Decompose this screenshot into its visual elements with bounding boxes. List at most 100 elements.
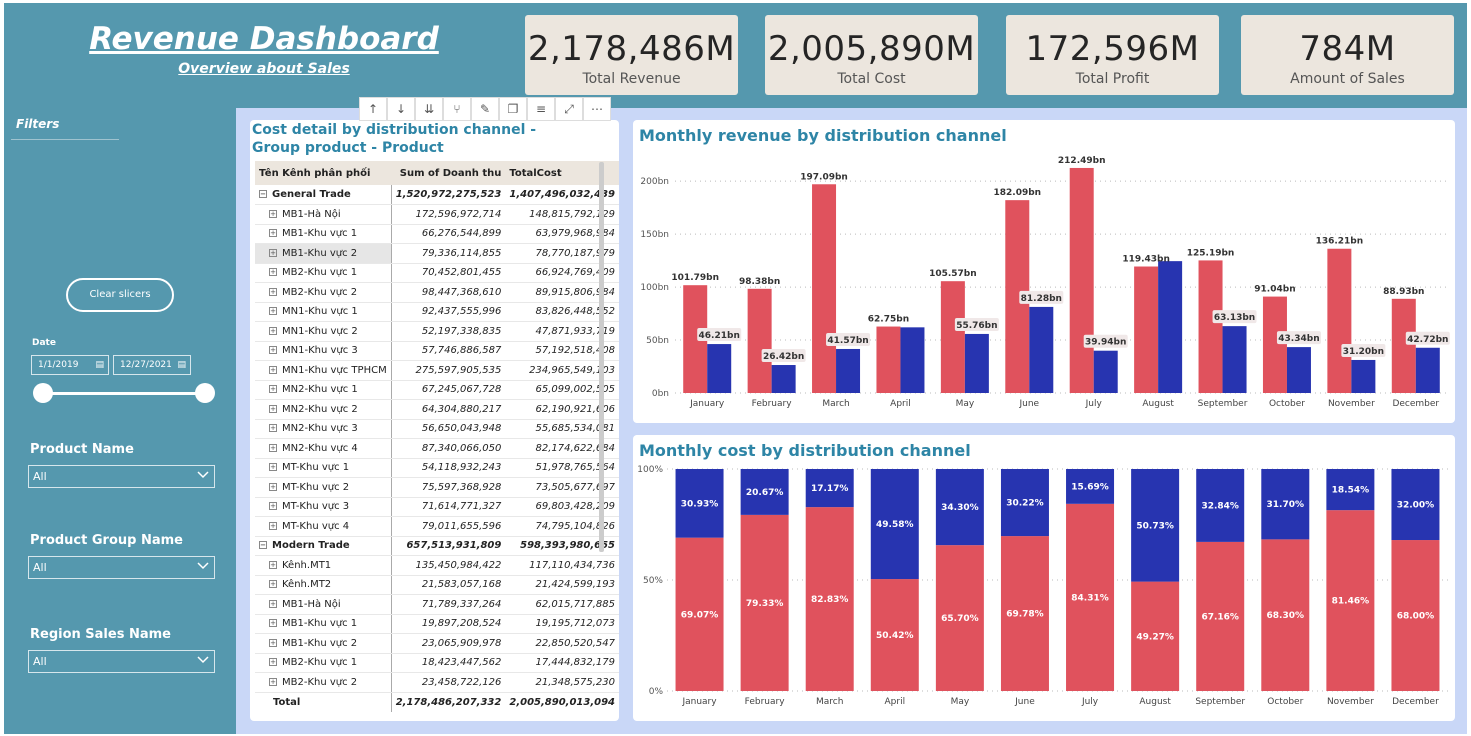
expand-icon[interactable]: + xyxy=(269,521,277,530)
expand-icon[interactable]: + xyxy=(269,365,277,374)
expand-icon[interactable]: + xyxy=(269,346,277,355)
expand-icon[interactable]: + xyxy=(269,638,277,647)
date-start-input[interactable]: 1/1/2019 ▤ xyxy=(31,355,109,375)
table-row[interactable]: + MB2-Khu vực 1 70,452,801,455 66,924,769,4… xyxy=(255,263,620,283)
table-row[interactable]: + MT-Khu vực 1 54,118,932,243 51,978,765,56… xyxy=(255,458,620,478)
date-slider-end-handle[interactable] xyxy=(195,383,215,403)
row-channel-cell[interactable]: + MN2-Khu vực 3 xyxy=(255,419,392,439)
monthly-cost-chart-visual[interactable]: Monthly cost by distribution channel 0% 5… xyxy=(633,435,1455,721)
table-row[interactable]: + MB1-Hà Nội 172,596,972,714 148,815,792,12… xyxy=(255,204,620,225)
table-row[interactable]: + MN1-Khu vực TPHCM 275,597,905,535 234,965… xyxy=(255,360,620,381)
expand-icon[interactable]: + xyxy=(269,580,277,589)
row-channel-cell[interactable]: + MN1-Khu vực 1 xyxy=(255,302,392,322)
table-row[interactable]: + MN2-Khu vực 1 67,245,067,728 65,099,002,5… xyxy=(255,380,620,400)
row-channel-cell[interactable]: + MT-Khu vực 1 xyxy=(255,458,392,478)
table-row[interactable]: + MB1-Khu vực 1 66,276,544,899 63,979,968,9… xyxy=(255,224,620,244)
row-channel-cell[interactable]: + MB2-Khu vực 1 xyxy=(255,263,392,283)
matrix-table[interactable]: Tên Kênh phân phối Sum of Doanh thu Tota… xyxy=(255,161,620,712)
row-channel-cell[interactable]: − Modern Trade xyxy=(255,536,392,556)
table-group-row[interactable]: − Modern Trade 657,513,931,809 598,393,980,… xyxy=(255,536,620,556)
sort-descending-icon[interactable]: ↓ xyxy=(387,97,415,121)
row-channel-cell[interactable]: − General Trade xyxy=(255,185,392,205)
table-row[interactable]: + Kênh.MT2 21,583,057,168 21,424,599,193 xyxy=(255,575,620,595)
row-channel-cell[interactable]: + MN2-Khu vực 1 xyxy=(255,380,392,400)
expand-all-down-icon[interactable]: ⇊ xyxy=(415,97,443,121)
expand-icon[interactable]: + xyxy=(269,307,277,316)
table-row[interactable]: + MB1-Khu vực 2 23,065,909,978 22,850,520,5… xyxy=(255,633,620,654)
row-channel-cell[interactable]: + MN1-Khu vực 3 xyxy=(255,341,392,361)
table-row[interactable]: + Kênh.MT1 135,450,984,422 117,110,434,736 xyxy=(255,555,620,576)
row-channel-cell[interactable]: + MT-Khu vực 3 xyxy=(255,497,392,517)
row-channel-cell[interactable]: + MB1-Hà Nội xyxy=(255,594,392,615)
date-end-input[interactable]: 12/27/2021 ▤ xyxy=(113,355,191,375)
row-channel-cell[interactable]: + MT-Khu vực 4 xyxy=(255,516,392,537)
expand-icon[interactable]: + xyxy=(269,229,277,238)
expand-icon[interactable]: + xyxy=(269,287,277,296)
expand-icon[interactable]: + xyxy=(269,209,277,218)
expand-icon[interactable]: + xyxy=(269,658,277,667)
row-channel-cell[interactable]: + MT-Khu vực 2 xyxy=(255,477,392,498)
table-scrollbar[interactable] xyxy=(599,162,604,552)
table-row[interactable]: + MB2-Khu vực 1 18,423,447,562 17,444,832,1… xyxy=(255,653,620,673)
table-row[interactable]: + MB1-Khu vực 2 79,336,114,855 78,770,187,9… xyxy=(255,243,620,264)
row-channel-cell[interactable]: + MB2-Khu vực 2 xyxy=(255,672,392,693)
region-sales-dropdown[interactable]: All xyxy=(28,650,215,673)
collapse-icon[interactable]: − xyxy=(259,190,267,198)
product-group-dropdown[interactable]: All xyxy=(28,556,215,579)
table-row[interactable]: + MB2-Khu vực 2 23,458,722,126 21,348,575,2… xyxy=(255,672,620,693)
sort-ascending-icon[interactable]: ↑ xyxy=(359,97,387,121)
expand-icon[interactable]: + xyxy=(269,463,277,472)
table-group-row[interactable]: − General Trade 1,520,972,275,523 1,407,496… xyxy=(255,185,620,205)
drill-hierarchy-icon[interactable]: ⑂ xyxy=(443,97,471,121)
table-total-row[interactable]: Total 2,178,486,207,332 2,005,890,013,094 xyxy=(255,692,619,712)
row-channel-cell[interactable]: + MN1-Khu vực TPHCM xyxy=(255,360,392,381)
table-row[interactable]: + MN2-Khu vực 2 64,304,880,217 62,190,921,6… xyxy=(255,399,620,420)
expand-icon[interactable]: + xyxy=(269,599,277,608)
table-row[interactable]: + MN2-Khu vực 3 56,650,043,948 55,685,534,0… xyxy=(255,419,620,439)
calendar-icon[interactable]: ▤ xyxy=(177,360,186,370)
row-channel-cell[interactable]: + MB2-Khu vực 1 xyxy=(255,653,392,673)
focus-mode-icon[interactable]: ⤢ xyxy=(555,97,583,121)
table-row[interactable]: + MB1-Khu vực 1 19,897,208,524 19,195,712,0… xyxy=(255,614,620,634)
cost-detail-table-visual[interactable]: Cost detail by distribution channel - Gr… xyxy=(250,120,620,721)
more-options-icon[interactable]: ⋯ xyxy=(583,97,611,121)
expand-icon[interactable]: + xyxy=(269,268,277,277)
calendar-icon[interactable]: ▤ xyxy=(95,360,104,370)
column-header-channel[interactable]: Tên Kênh phân phối xyxy=(255,161,392,185)
table-row[interactable]: + MT-Khu vực 3 71,614,771,327 69,803,428,20… xyxy=(255,497,620,517)
expand-icon[interactable]: + xyxy=(269,443,277,452)
row-channel-cell[interactable]: + MB1-Khu vực 1 xyxy=(255,614,392,634)
row-channel-cell[interactable]: Total xyxy=(255,692,392,712)
clear-slicers-button[interactable]: Clear slicers xyxy=(66,278,174,312)
filter-icon[interactable]: ≡ xyxy=(527,97,555,121)
table-row[interactable]: + MN1-Khu vực 2 52,197,338,835 47,871,933,7… xyxy=(255,321,620,342)
expand-icon[interactable]: + xyxy=(269,560,277,569)
expand-icon[interactable]: + xyxy=(269,482,277,491)
table-row[interactable]: + MT-Khu vực 2 75,597,368,928 73,505,677,69… xyxy=(255,477,620,498)
row-channel-cell[interactable]: + Kênh.MT1 xyxy=(255,555,392,576)
row-channel-cell[interactable]: + MB1-Khu vực 2 xyxy=(255,243,392,264)
expand-icon[interactable]: + xyxy=(269,677,277,686)
table-row[interactable]: + MT-Khu vực 4 79,011,655,596 74,795,104,82… xyxy=(255,516,620,537)
row-channel-cell[interactable]: + MN2-Khu vực 4 xyxy=(255,438,392,459)
row-channel-cell[interactable]: + MB1-Khu vực 1 xyxy=(255,224,392,244)
monthly-revenue-chart-visual[interactable]: Monthly revenue by distribution channel … xyxy=(633,120,1455,423)
row-channel-cell[interactable]: + MB2-Khu vực 2 xyxy=(255,282,392,303)
expand-icon[interactable]: + xyxy=(269,502,277,511)
expand-icon[interactable]: + xyxy=(269,248,277,257)
date-slider-start-handle[interactable] xyxy=(33,383,53,403)
expand-icon[interactable]: + xyxy=(269,404,277,413)
collapse-icon[interactable]: − xyxy=(259,541,267,550)
expand-icon[interactable]: + xyxy=(269,326,277,335)
expand-icon[interactable]: + xyxy=(269,424,277,433)
product-name-dropdown[interactable]: All xyxy=(28,465,215,488)
row-channel-cell[interactable]: + MN1-Khu vực 2 xyxy=(255,321,392,342)
row-channel-cell[interactable]: + MB1-Hà Nội xyxy=(255,204,392,225)
copy-icon[interactable]: ❐ xyxy=(499,97,527,121)
date-slider-track[interactable] xyxy=(44,392,206,395)
row-channel-cell[interactable]: + MN2-Khu vực 2 xyxy=(255,399,392,420)
expand-icon[interactable]: + xyxy=(269,385,277,394)
row-channel-cell[interactable]: + MB1-Khu vực 2 xyxy=(255,633,392,654)
table-row[interactable]: + MN1-Khu vực 1 92,437,555,996 83,826,448,5… xyxy=(255,302,620,322)
table-row[interactable]: + MN1-Khu vực 3 57,746,886,587 57,192,518,4… xyxy=(255,341,620,361)
